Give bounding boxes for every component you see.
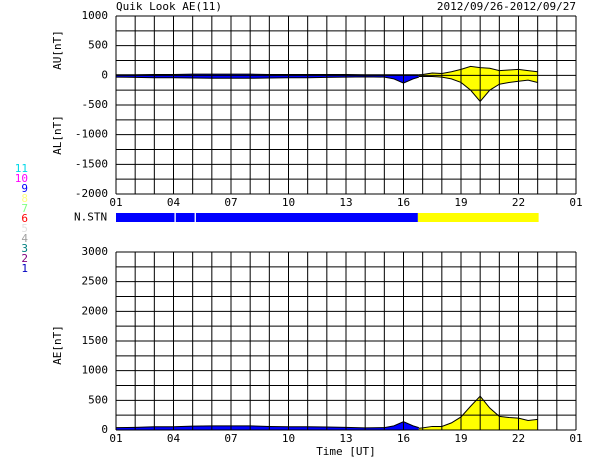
station-segment	[116, 213, 175, 222]
area-outline	[418, 76, 538, 103]
chart-title: Quik Look AE(11)	[116, 0, 222, 13]
area	[418, 396, 538, 430]
station-segment	[175, 213, 195, 222]
station-legend-label: 2	[21, 252, 28, 265]
y-axis-label: AU[nT]	[51, 30, 64, 70]
x-axis-label: Time [UT]	[316, 445, 376, 458]
x-tick-label: 01	[109, 196, 122, 209]
station-legend-label: 3	[21, 242, 28, 255]
station-legend-label: 11	[15, 162, 28, 175]
y-tick-label: 500	[88, 393, 108, 406]
y-tick-label: -1500	[75, 157, 108, 170]
x-tick-label: 10	[282, 432, 295, 445]
station-legend-label: 7	[21, 202, 28, 215]
y-tick-label: 2000	[82, 304, 109, 317]
y-tick-label: -2000	[75, 187, 108, 200]
x-tick-label: 13	[339, 196, 352, 209]
area-outline	[116, 73, 419, 76]
x-tick-label: 01	[569, 196, 582, 209]
chart-subtitle: 2012/09/26-2012/09/27	[437, 0, 576, 13]
station-legend-label: 6	[21, 212, 28, 225]
area-outline	[115, 76, 419, 84]
area-outline	[418, 65, 538, 76]
area-outline	[418, 395, 538, 429]
y-tick-label: -1000	[75, 128, 108, 141]
strip-label: N.STN	[74, 211, 107, 224]
station-legend-label: 8	[21, 192, 28, 205]
y-tick-label: 3000	[82, 245, 109, 258]
x-tick-label: 19	[454, 196, 467, 209]
x-tick-label: 19	[454, 432, 467, 445]
y-tick-label: -500	[82, 98, 109, 111]
y-tick-label: 0	[101, 423, 108, 436]
x-tick-label: 04	[167, 196, 181, 209]
x-tick-label: 22	[512, 196, 525, 209]
station-segment	[417, 213, 539, 222]
area	[418, 75, 538, 102]
x-tick-label: 01	[109, 432, 122, 445]
x-tick-label: 22	[512, 432, 525, 445]
y-axis-label: AE[nT]	[51, 325, 64, 365]
area	[418, 66, 538, 76]
station-legend-label: 4	[21, 232, 28, 245]
station-legend-label: 10	[15, 172, 28, 185]
y-axis-label: AL[nT]	[51, 115, 64, 155]
area	[116, 75, 419, 84]
station-legend-label: 5	[21, 222, 28, 235]
x-tick-label: 13	[339, 432, 352, 445]
x-tick-label: 07	[224, 196, 237, 209]
y-tick-label: 0	[101, 68, 108, 81]
y-tick-label: 2500	[82, 275, 109, 288]
x-tick-label: 04	[167, 432, 181, 445]
x-tick-label: 16	[397, 432, 410, 445]
y-tick-label: 1500	[82, 334, 109, 347]
y-tick-label: 500	[88, 39, 108, 52]
station-segment	[195, 213, 418, 222]
station-legend-label: 1	[21, 262, 28, 275]
area	[116, 421, 419, 430]
x-tick-label: 07	[224, 432, 237, 445]
x-tick-label: 16	[397, 196, 410, 209]
x-tick-label: 01	[569, 432, 582, 445]
x-tick-label: 10	[282, 196, 295, 209]
y-tick-label: 1000	[82, 9, 109, 22]
station-legend-label: 9	[21, 182, 28, 195]
y-tick-label: 1000	[82, 364, 109, 377]
